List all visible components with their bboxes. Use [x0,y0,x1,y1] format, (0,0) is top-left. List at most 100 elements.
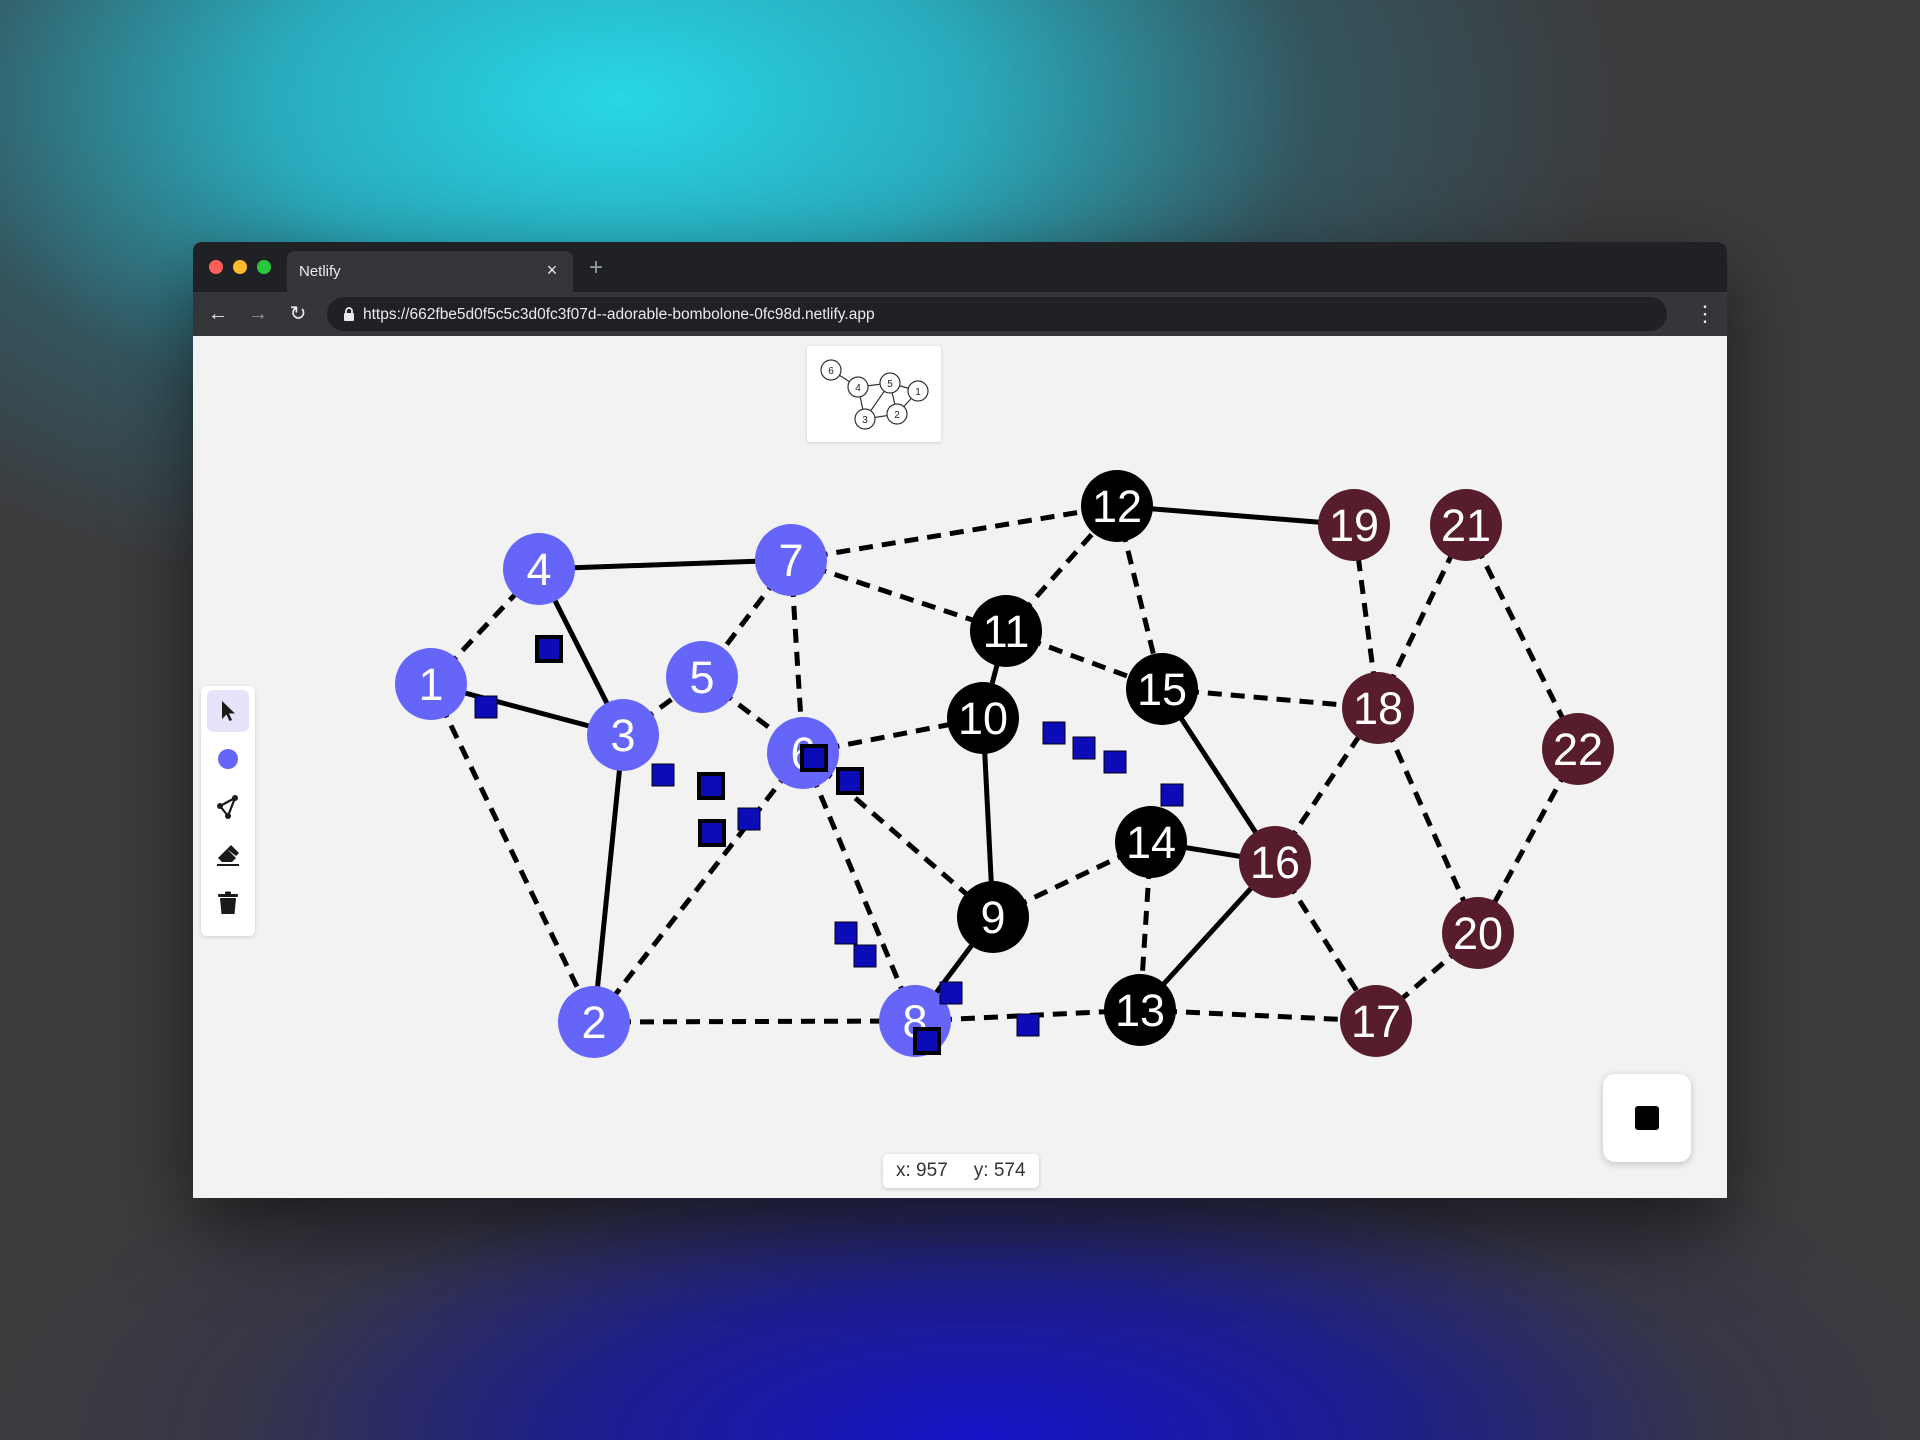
select-tool[interactable] [207,690,249,732]
edge-tool[interactable] [207,786,249,828]
node-label: 22 [1553,724,1603,775]
node-label: 1 [418,659,443,710]
cursor-coordinates: x: 957 y: 574 [883,1154,1039,1188]
edge-6-9[interactable] [801,751,995,919]
node-label: 18 [1353,683,1403,734]
forward-arrow-icon[interactable]: → [248,303,268,325]
edge-midpoint-handle[interactable] [651,763,675,787]
thumb-node-label: 6 [828,366,834,377]
thumb-node-label: 3 [862,415,868,426]
trash-icon [218,891,238,914]
edge-midpoint-handle[interactable] [1042,721,1066,745]
edge-midpoint-handle[interactable] [834,921,858,945]
graph-node-14[interactable]: 14 [1115,806,1187,878]
edge-15-18[interactable] [1161,686,1379,711]
browser-menu-icon[interactable]: ⋮ [1694,301,1716,326]
url-text: https://662fbe5d0f5c5c3d0fc3f07d--adorab… [363,306,875,323]
graph-node-15[interactable]: 15 [1126,653,1198,725]
eraser-icon [217,845,239,866]
node-label: 20 [1453,908,1503,959]
edge-1-2[interactable] [428,682,597,1024]
graph-node-2[interactable]: 2 [558,986,630,1058]
selection-handle[interactable] [535,635,563,663]
selection-handle[interactable] [913,1027,941,1055]
stop-button[interactable] [1603,1074,1691,1162]
lock-icon [344,307,354,321]
graph-node-1[interactable]: 1 [395,648,467,720]
graph-node-21[interactable]: 21 [1430,489,1502,561]
browser-toolbar: ← → ↻ https://662fbe5d0f5c5c3d0fc3f07d--… [193,292,1727,336]
edge-7-12[interactable] [790,503,1118,563]
edge-midpoint-handle[interactable] [853,944,877,968]
graph-node-11[interactable]: 11 [970,595,1042,667]
node-label: 19 [1329,500,1379,551]
graph-node-12[interactable]: 12 [1081,470,1153,542]
selection-handle[interactable] [697,772,725,800]
edge-midpoint-handle[interactable] [1160,783,1184,807]
address-bar[interactable]: https://662fbe5d0f5c5c3d0fc3f07d--adorab… [327,297,1667,331]
minimize-window-button[interactable] [233,260,247,274]
browser-window: Netlify × + ← → ↻ https://662fbe5d0f5c5c… [193,242,1727,1198]
selection-handle[interactable] [698,819,726,847]
close-window-button[interactable] [209,260,223,274]
edge-midpoint-handle[interactable] [474,695,498,719]
edge-midpoint-handle[interactable] [1103,750,1127,774]
graph-node-19[interactable]: 19 [1318,489,1390,561]
edge-12-19[interactable] [1116,503,1355,528]
edge-18-20[interactable] [1375,706,1481,935]
thumb-node-label: 5 [887,379,893,390]
node-label: 17 [1351,996,1401,1047]
graph-node-16[interactable]: 16 [1239,826,1311,898]
graph-node-20[interactable]: 20 [1442,897,1514,969]
graph-node-4[interactable]: 4 [503,533,575,605]
nodes-layer: 12345678910111213141516171819202122 [395,470,1614,1058]
edge-midpoint-handle[interactable] [737,807,761,831]
back-arrow-icon[interactable]: ← [208,303,228,325]
edge-13-17[interactable] [1139,1007,1377,1024]
thumb-node-label: 1 [915,387,921,398]
graph-node-13[interactable]: 13 [1104,974,1176,1046]
node-label: 15 [1137,664,1187,715]
coord-y: y: 574 [973,1160,1026,1181]
graph-svg[interactable]: 12345678910111213141516171819202122 [193,336,1727,1198]
graph-node-17[interactable]: 17 [1340,985,1412,1057]
node-label: 16 [1250,837,1300,888]
graph-node-22[interactable]: 22 [1542,713,1614,785]
node-tool[interactable] [207,738,249,780]
clear-tool[interactable] [207,882,249,924]
edge-3-2[interactable] [591,734,626,1023]
edge-4-7[interactable] [538,557,792,572]
reference-thumbnail: 6 4 5 1 3 2 [807,346,941,442]
reload-icon[interactable]: ↻ [289,303,307,325]
edge-midpoint-handle[interactable] [939,981,963,1005]
circle-icon [218,749,238,769]
graph-node-18[interactable]: 18 [1342,672,1414,744]
thumbnail-graph: 6 4 5 1 3 2 [820,359,929,430]
new-tab-icon[interactable]: + [589,254,604,281]
edge-6-2[interactable] [592,751,805,1024]
edge-7-11[interactable] [790,557,1007,634]
eraser-tool[interactable] [207,834,249,876]
selection-handle[interactable] [800,744,828,772]
edge-6-8[interactable] [800,752,918,1022]
graph-node-9[interactable]: 9 [957,881,1029,953]
graph-editor-canvas[interactable]: 12345678910111213141516171819202122 6451… [193,336,1727,1198]
node-label: 10 [958,693,1008,744]
graph-node-3[interactable]: 3 [587,699,659,771]
tool-palette [201,686,255,936]
graph-node-5[interactable]: 5 [666,641,738,713]
edge-midpoint-handle[interactable] [1016,1013,1040,1037]
graph-node-7[interactable]: 7 [755,524,827,596]
edge-8-13[interactable] [914,1007,1141,1024]
coord-x: x: 957 [896,1160,948,1181]
graph-node-10[interactable]: 10 [947,682,1019,754]
edge-midpoint-handle[interactable] [1072,736,1096,760]
edge-21-22[interactable] [1463,523,1581,751]
node-label: 4 [526,544,551,595]
tab-close-icon[interactable]: × [546,260,558,280]
selection-handle[interactable] [836,767,864,795]
maximize-window-button[interactable] [257,260,271,274]
node-label: 14 [1126,817,1176,868]
edge-2-8[interactable] [593,1018,916,1025]
browser-tab[interactable]: Netlify × [287,251,573,292]
